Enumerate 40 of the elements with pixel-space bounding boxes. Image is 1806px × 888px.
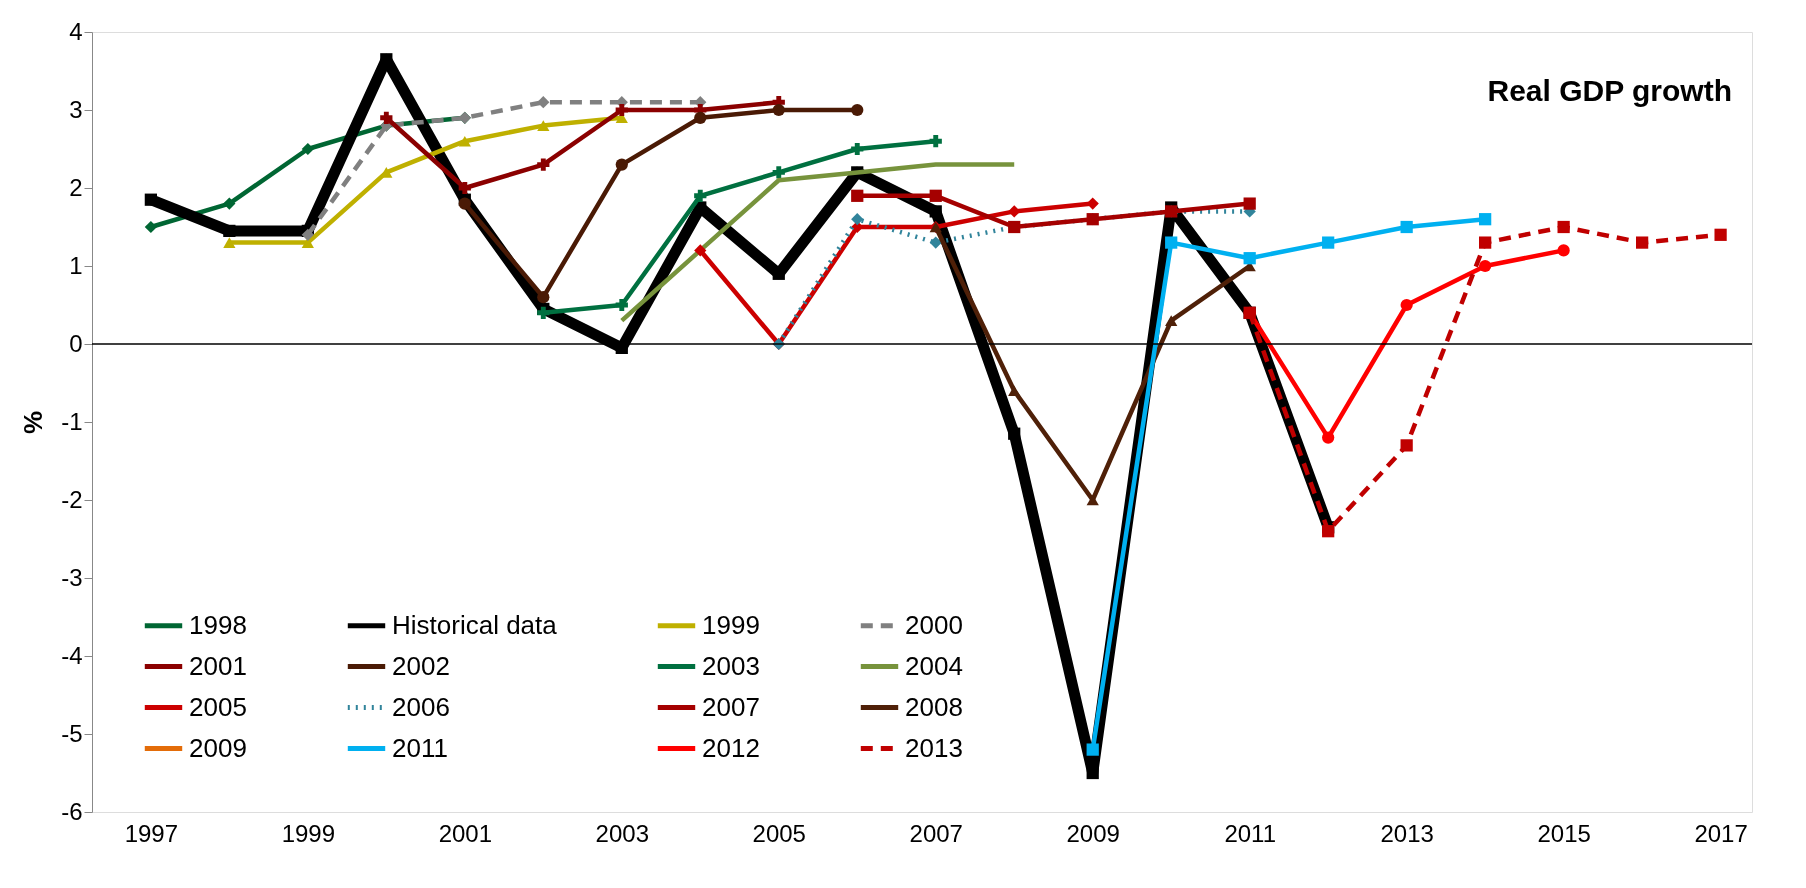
legend-label: 2007: [702, 691, 760, 722]
legend-label: 2008: [905, 691, 963, 722]
y-tick-label: -4: [61, 641, 83, 669]
legend-label: 2013: [905, 732, 963, 763]
legend-label: 2003: [702, 650, 760, 681]
y-tick-label: -2: [61, 485, 83, 513]
legend-label: 2000: [905, 609, 963, 640]
legend-label: 2011: [392, 732, 448, 763]
x-tick-label: 2005: [752, 819, 806, 847]
y-tick-label: -5: [61, 719, 83, 747]
x-tick-label: 2003: [595, 819, 649, 847]
y-axis-title: %: [18, 410, 49, 435]
y-tick-label: 3: [69, 95, 83, 123]
x-tick-label: 2015: [1537, 819, 1591, 847]
x-tick-label: 2017: [1694, 819, 1748, 847]
y-tick-label: 2: [69, 173, 83, 201]
x-tick-label: 2013: [1380, 819, 1434, 847]
legend-label: 2001: [189, 650, 247, 681]
y-tick-label: -1: [61, 407, 83, 435]
x-tick-label: 2001: [438, 819, 493, 847]
x-tick-label: 1997: [124, 819, 179, 847]
legend-label: Historical data: [392, 609, 558, 640]
x-tick-label: 2009: [1066, 819, 1120, 847]
y-tick-label: -6: [61, 797, 83, 825]
text: Real GDP growth: [1487, 74, 1732, 107]
x-tick-label: 2007: [909, 819, 963, 847]
x-tick-label: 2011: [1224, 819, 1276, 847]
legend-label: 1999: [702, 609, 760, 640]
y-tick-label: 1: [69, 251, 83, 279]
x-tick-label: 1999: [281, 819, 336, 847]
legend-label: 2012: [702, 732, 760, 763]
legend-label: 2004: [905, 650, 963, 681]
legend-label: 2005: [189, 691, 247, 722]
legend-label: 2002: [392, 650, 450, 681]
y-tick-label: 4: [69, 17, 83, 45]
legend-label: 1998: [189, 609, 247, 640]
legend-label: 2006: [392, 691, 450, 722]
y-tick-label: -3: [61, 563, 83, 591]
y-tick-label: 0: [69, 329, 83, 357]
legend-label: 2009: [189, 732, 247, 763]
